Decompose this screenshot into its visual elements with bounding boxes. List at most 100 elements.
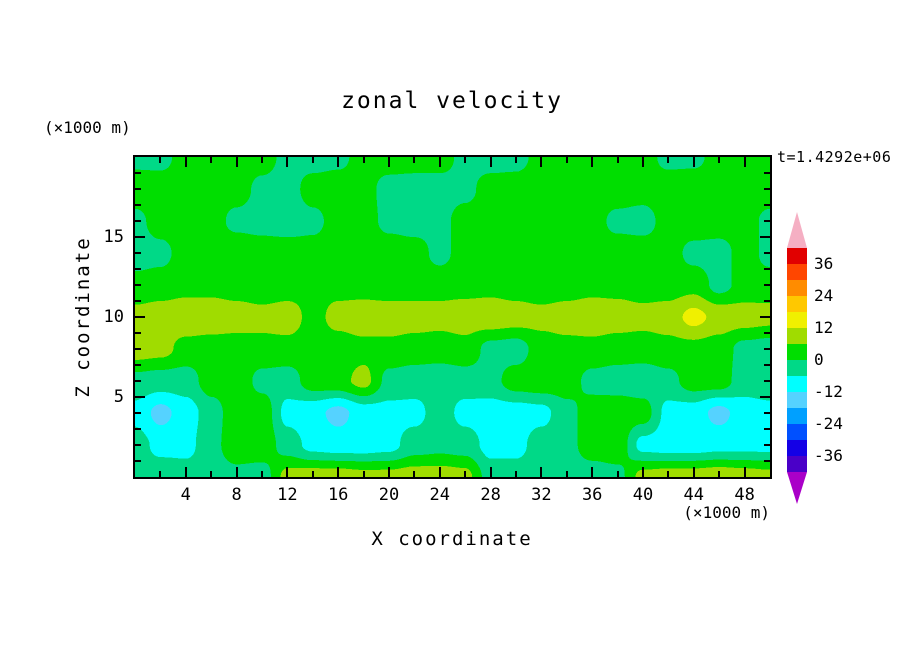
y-tick-label: 15 [103,227,124,247]
x-tick-label: 4 [180,485,191,505]
colorbar-tick-label: -24 [814,414,843,433]
x-tick-label: 40 [632,485,654,505]
axis-tick [135,268,141,270]
colorbar-tick-label: -36 [814,446,843,465]
colorbar-over-arrow [787,212,807,248]
axis-tick [135,444,141,446]
axis-tick [760,236,770,238]
axis-tick [540,157,543,167]
colorbar-segment [787,328,807,344]
axis-tick [515,471,517,477]
colorbar-segment [787,376,807,392]
axis-tick [135,316,145,318]
axis-tick [489,467,492,477]
axis-tick [210,157,213,163]
x-tick-label: 12 [277,485,298,505]
x-axis-label: X coordinate [371,528,533,550]
axis-tick [135,172,141,174]
x-tick-label: 24 [429,485,451,505]
x-tick-label: 20 [378,485,400,505]
axis-tick [464,157,467,163]
axis-tick [159,157,162,163]
axis-tick [286,157,289,167]
axis-tick [362,157,365,163]
axis-tick [764,412,770,414]
axis-tick [135,188,141,190]
axis-tick [743,467,746,477]
x-axis-unit-label: (×1000 m) [683,503,770,522]
x-tick-label: 32 [531,485,552,505]
axis-tick [565,157,568,163]
axis-tick [489,157,492,167]
axis-tick [764,188,770,190]
axis-tick [464,471,467,477]
colorbar-segment [787,248,807,264]
axis-tick [261,157,263,163]
axis-tick [337,157,340,167]
axis-tick [591,157,594,167]
axis-tick [616,157,619,163]
colorbar-segment [787,456,807,472]
plot-frame [133,155,772,479]
axis-tick [764,332,770,334]
colorbar-segment [787,312,807,328]
axis-tick [135,220,141,222]
axis-tick [135,348,141,350]
axis-tick [388,467,390,477]
colorbar-segment [787,440,807,456]
axis-tick [184,157,187,167]
axis-tick [135,364,141,366]
axis-tick [135,460,141,462]
axis-ticks [135,157,770,477]
axis-tick [135,380,141,382]
axis-tick [362,471,365,477]
colorbar-segment [787,408,807,424]
axis-tick [642,467,644,477]
axis-tick [413,157,416,163]
axis-tick [667,471,670,477]
x-tick-label: 16 [327,485,349,505]
axis-tick [764,460,770,462]
axis-tick [515,157,517,163]
colorbar-tick-label: 0 [814,350,824,369]
axis-tick [438,467,441,477]
axis-tick [135,204,141,206]
axis-tick [184,467,187,477]
axis-tick [764,204,770,206]
y-tick-label: 10 [103,307,124,327]
axis-tick [388,157,390,167]
axis-tick [413,471,416,477]
axis-tick [261,471,263,477]
x-tick-label: 36 [581,485,603,505]
axis-tick [764,428,770,430]
x-tick-label: 48 [734,485,755,505]
colorbar-segment [787,392,807,408]
axis-tick [135,332,141,334]
axis-tick [760,396,770,398]
axis-tick [764,348,770,350]
colorbar-segment [787,264,807,280]
x-tick-label: 28 [480,485,501,505]
axis-tick [135,252,141,254]
colorbar-segment [787,360,807,376]
axis-tick [764,364,770,366]
colorbar-tick-label: 36 [814,254,834,273]
axis-tick [616,471,619,477]
axis-tick [135,428,141,430]
axis-tick [764,300,770,302]
axis-tick [311,471,314,477]
axis-tick [135,396,145,398]
axis-tick [764,268,770,270]
chart-title: zonal velocity [341,88,563,114]
axis-tick [135,300,141,302]
x-tick-label: 44 [683,485,705,505]
colorbar-segment [787,424,807,440]
colorbar-segment [787,280,807,296]
y-axis-unit-label: (×1000 m) [44,118,131,137]
x-tick-label: 8 [231,485,242,505]
axis-tick [159,471,162,477]
axis-tick [764,284,770,286]
axis-tick [235,467,238,477]
contour-field-canvas [135,157,770,477]
